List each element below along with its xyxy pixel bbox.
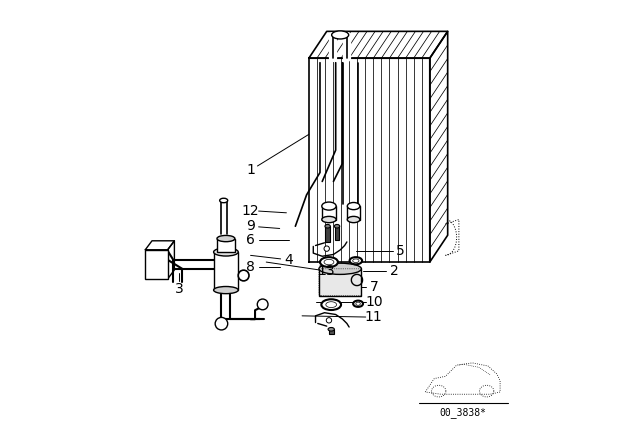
Ellipse shape	[220, 198, 228, 203]
Ellipse shape	[324, 259, 334, 265]
Ellipse shape	[217, 236, 235, 242]
Bar	[328, 329, 334, 334]
Ellipse shape	[348, 216, 360, 223]
Bar	[217, 238, 235, 252]
Ellipse shape	[332, 31, 349, 39]
Bar	[335, 226, 339, 240]
Circle shape	[215, 317, 228, 330]
Bar	[319, 269, 362, 296]
Circle shape	[324, 246, 330, 251]
Circle shape	[150, 267, 158, 275]
Ellipse shape	[322, 202, 336, 210]
Ellipse shape	[353, 301, 363, 307]
Circle shape	[238, 270, 249, 281]
Ellipse shape	[320, 257, 338, 267]
Text: 13: 13	[318, 264, 335, 278]
Bar	[348, 206, 360, 220]
Text: 00_3838*: 00_3838*	[440, 407, 487, 418]
Bar	[322, 206, 336, 220]
Text: 6: 6	[246, 233, 255, 247]
Ellipse shape	[356, 302, 360, 306]
Text: 10: 10	[365, 295, 383, 310]
Text: 9: 9	[246, 219, 255, 233]
Text: 4: 4	[284, 253, 293, 267]
Bar	[214, 252, 238, 290]
Circle shape	[326, 318, 332, 323]
Ellipse shape	[319, 263, 362, 274]
Text: 5: 5	[396, 244, 405, 258]
Ellipse shape	[214, 248, 238, 256]
Ellipse shape	[353, 259, 359, 263]
Ellipse shape	[214, 287, 238, 294]
Text: 2: 2	[390, 264, 398, 278]
Ellipse shape	[334, 224, 340, 228]
Bar	[325, 226, 330, 242]
Text: 8: 8	[246, 259, 255, 274]
Ellipse shape	[328, 327, 334, 331]
Ellipse shape	[326, 302, 337, 308]
Text: 12: 12	[242, 203, 259, 218]
Circle shape	[150, 255, 158, 263]
Circle shape	[257, 299, 268, 310]
Ellipse shape	[325, 224, 330, 228]
Ellipse shape	[322, 216, 336, 223]
Ellipse shape	[349, 257, 362, 264]
Bar	[145, 250, 168, 279]
Ellipse shape	[321, 299, 341, 310]
Text: 7: 7	[369, 280, 378, 294]
Ellipse shape	[348, 202, 360, 210]
Text: 1: 1	[246, 163, 255, 177]
Text: 11: 11	[365, 310, 383, 324]
Text: 3: 3	[175, 282, 183, 296]
